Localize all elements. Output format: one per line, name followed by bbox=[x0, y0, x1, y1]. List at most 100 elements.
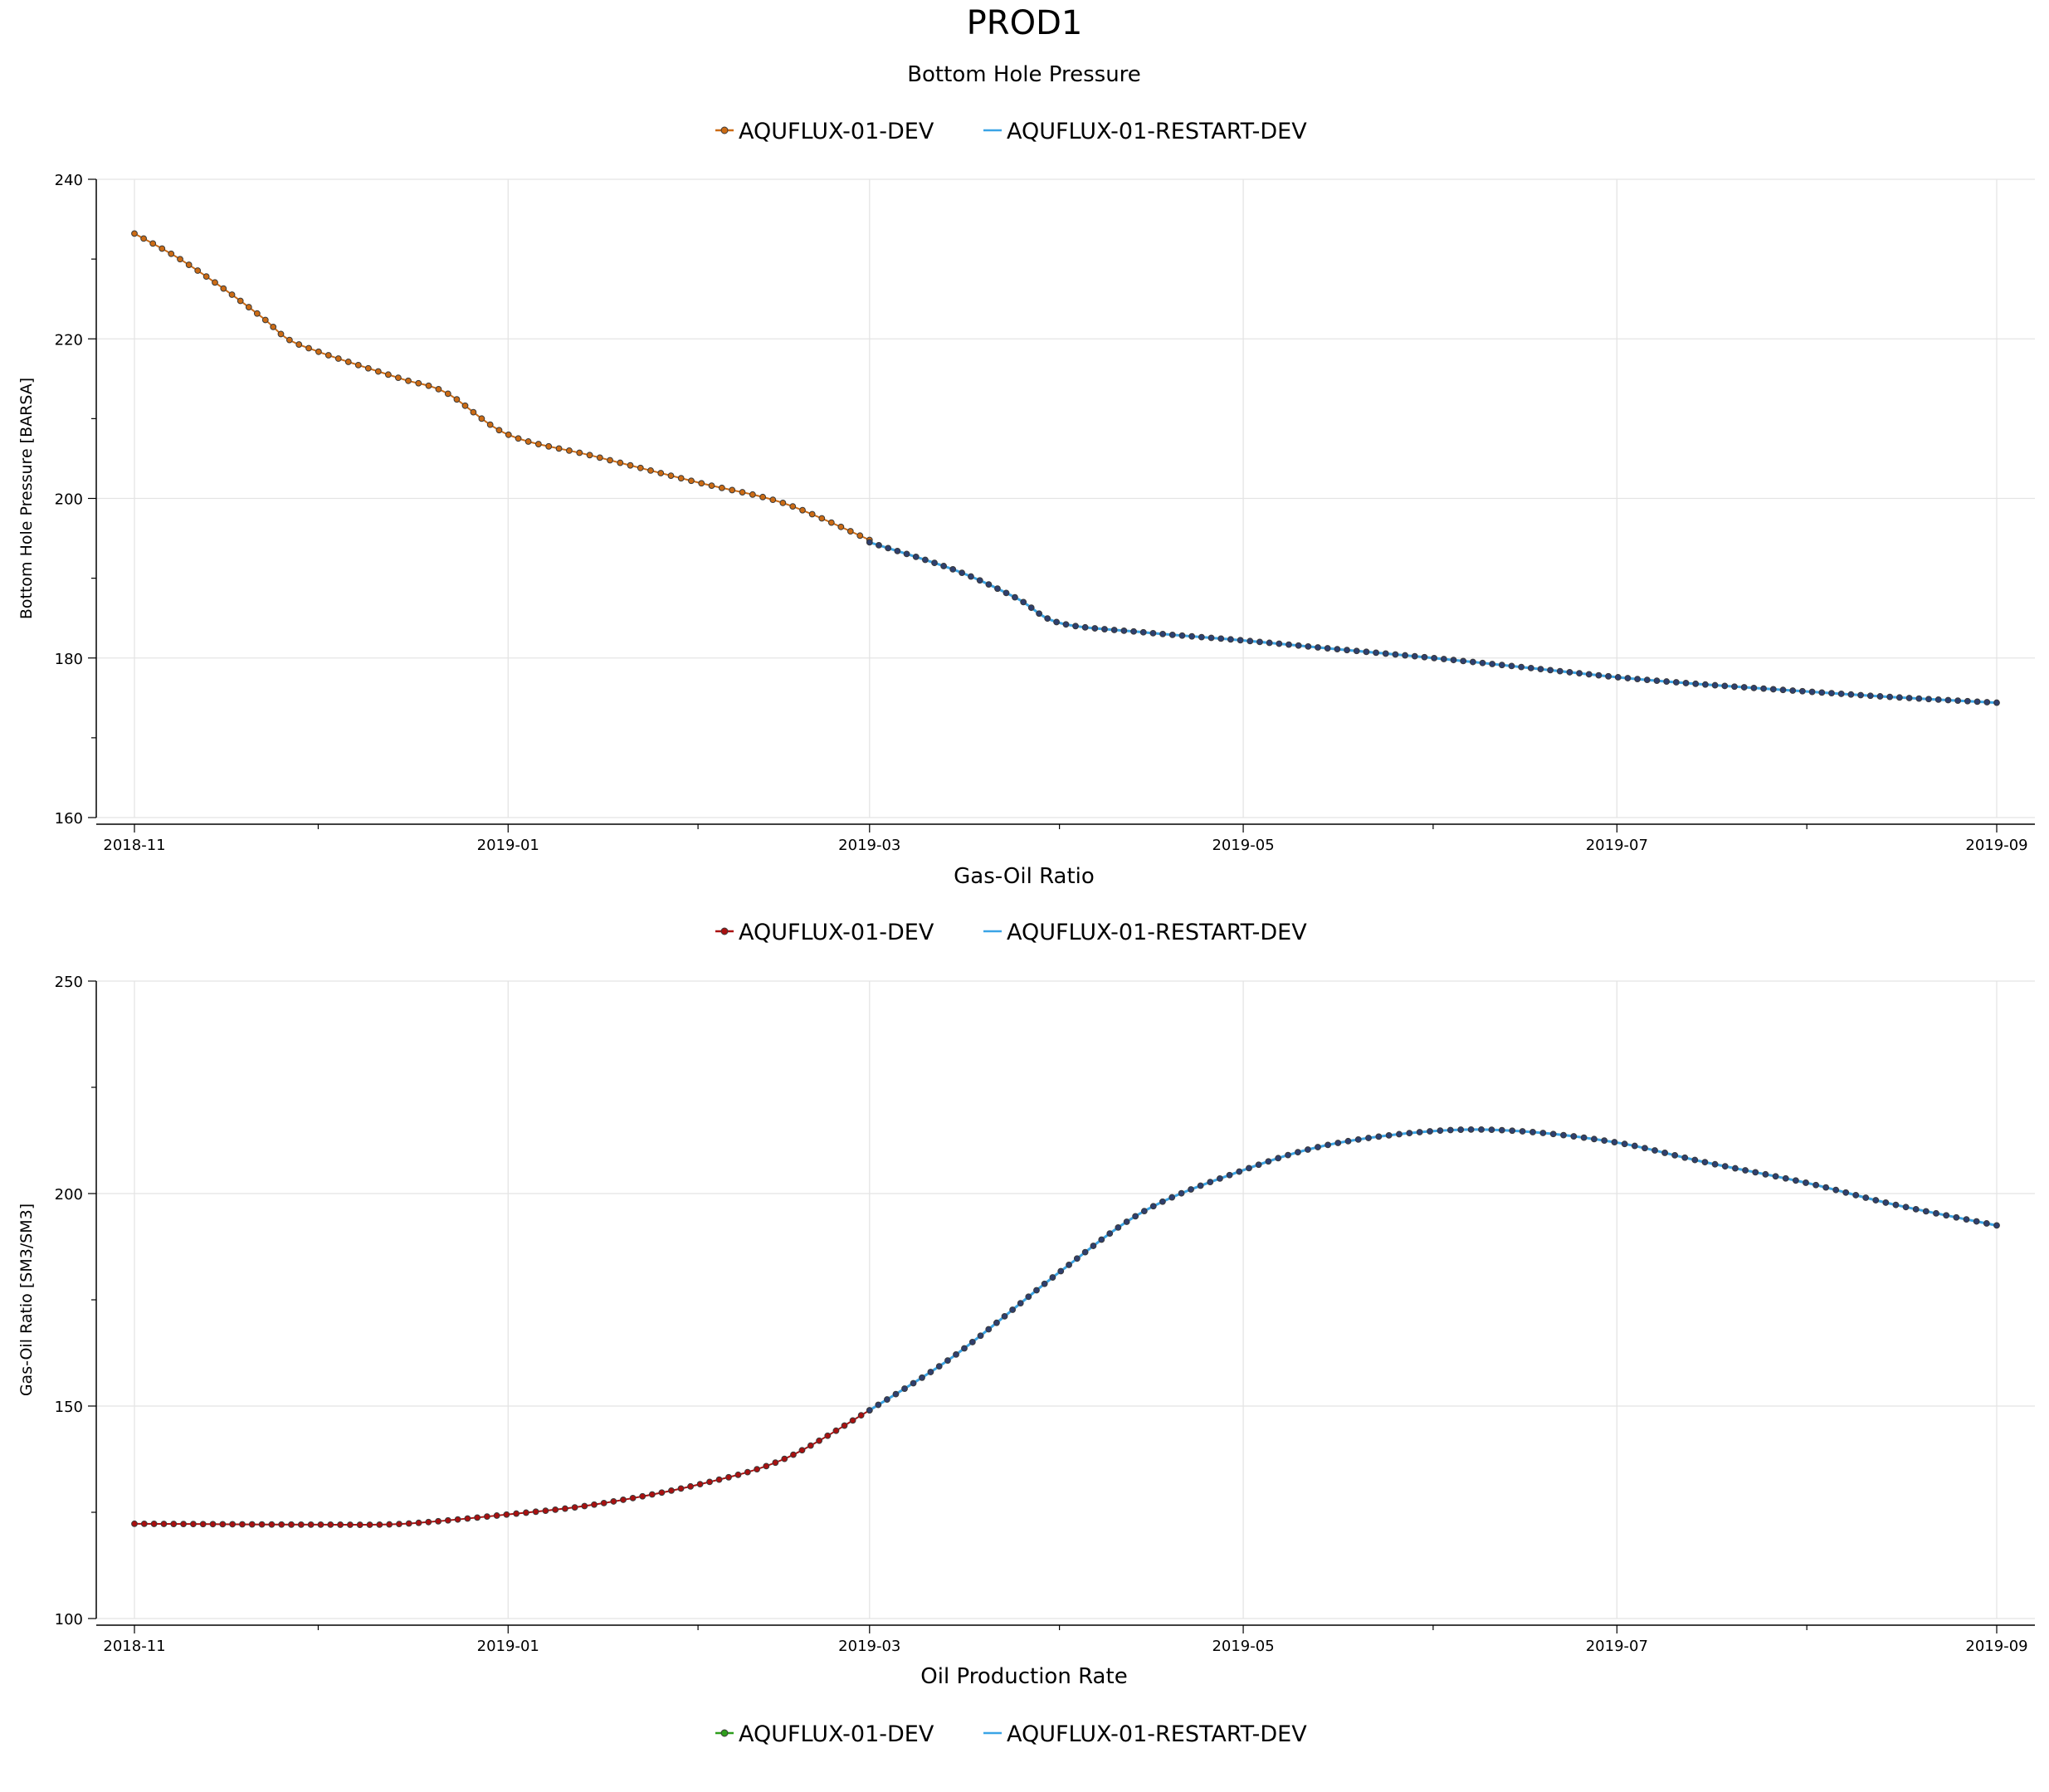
data-point bbox=[1139, 628, 1147, 636]
chart-panel-1: Bottom Hole Pressure 160 180 200 220 240 2018-… bbox=[17, 62, 2035, 854]
data-point bbox=[968, 1339, 976, 1345]
data-point bbox=[566, 447, 573, 454]
data-point bbox=[295, 341, 303, 348]
data-point bbox=[808, 510, 816, 518]
data-point bbox=[591, 1501, 598, 1508]
data-point bbox=[180, 1521, 187, 1528]
data-point bbox=[1886, 693, 1894, 701]
legend-label: AQUFLUX-01-DEV bbox=[739, 920, 934, 945]
data-point bbox=[1857, 691, 1864, 699]
legend-label: AQUFLUX-01-RESTART-DEV bbox=[1007, 119, 1307, 144]
data-point bbox=[288, 1521, 295, 1528]
data-point bbox=[1731, 683, 1738, 691]
data-point bbox=[435, 1517, 442, 1525]
legend-swatch-marker bbox=[720, 927, 729, 935]
data-point bbox=[857, 1412, 865, 1419]
data-point bbox=[1882, 1199, 1890, 1206]
data-point bbox=[1053, 618, 1060, 626]
data-point bbox=[935, 1363, 943, 1370]
data-point bbox=[894, 547, 901, 554]
data-point bbox=[555, 445, 563, 452]
legend-item-restart-dev[interactable]: AQUFLUX-01-RESTART-DEV bbox=[983, 1721, 1307, 1747]
data-point bbox=[1091, 625, 1099, 632]
data-point bbox=[856, 532, 864, 540]
data-point bbox=[892, 1390, 900, 1398]
data-point bbox=[366, 1521, 373, 1528]
data-point bbox=[1518, 663, 1525, 671]
legend-item-restart-dev[interactable]: AQUFLUX-01-RESTART-DEV bbox=[983, 920, 1307, 945]
data-point bbox=[1912, 1205, 1920, 1213]
legend-item-dev[interactable]: AQUFLUX-01-DEV bbox=[715, 920, 934, 945]
data-point bbox=[610, 1498, 617, 1505]
data-point bbox=[453, 396, 461, 403]
data-point bbox=[168, 250, 175, 257]
data-point bbox=[789, 503, 797, 510]
data-point bbox=[435, 385, 442, 393]
data-point bbox=[1721, 682, 1729, 690]
data-point bbox=[807, 1442, 814, 1449]
data-point bbox=[781, 1455, 788, 1462]
data-point bbox=[1325, 1141, 1332, 1149]
series-line bbox=[869, 540, 1998, 705]
legend-label: AQUFLUX-01-DEV bbox=[739, 1721, 934, 1747]
data-point bbox=[799, 506, 806, 514]
data-point bbox=[1344, 1137, 1352, 1145]
data-point bbox=[237, 297, 244, 305]
x-tick-label: 2019-05 bbox=[1212, 837, 1274, 854]
legend-swatch-marker bbox=[720, 1729, 729, 1737]
data-point bbox=[1353, 647, 1360, 655]
data-point bbox=[486, 421, 494, 428]
data-point bbox=[827, 519, 835, 526]
data-point bbox=[415, 1519, 422, 1526]
data-point bbox=[1954, 697, 1962, 705]
data-point bbox=[503, 1511, 510, 1518]
data-point bbox=[1672, 679, 1680, 686]
data-point bbox=[627, 461, 634, 469]
data-point bbox=[977, 1332, 984, 1340]
data-point bbox=[285, 336, 293, 344]
data-point bbox=[1852, 1192, 1860, 1199]
data-point bbox=[968, 573, 974, 580]
data-point bbox=[1818, 689, 1826, 696]
data-point bbox=[1621, 1140, 1628, 1148]
data-point bbox=[846, 528, 854, 535]
data-point bbox=[1003, 589, 1010, 597]
x-tick-label: 2019-01 bbox=[477, 837, 539, 854]
data-point bbox=[1217, 1174, 1223, 1182]
data-point bbox=[194, 267, 202, 274]
data-point bbox=[1742, 1167, 1749, 1174]
data-point bbox=[1334, 1140, 1342, 1146]
legend-item-dev[interactable]: AQUFLUX-01-DEV bbox=[715, 1721, 934, 1747]
legend-label: AQUFLUX-01-DEV bbox=[739, 119, 934, 144]
data-point bbox=[505, 431, 512, 438]
data-point bbox=[483, 1513, 490, 1521]
data-point bbox=[248, 1521, 256, 1528]
data-point bbox=[1892, 1201, 1900, 1209]
data-point bbox=[1611, 1139, 1618, 1145]
data-point bbox=[1334, 646, 1341, 653]
series-line bbox=[134, 232, 871, 541]
data-point bbox=[1922, 1208, 1929, 1215]
data-point bbox=[1682, 680, 1690, 686]
data-point bbox=[425, 1518, 432, 1526]
legend-item-restart-dev[interactable]: AQUFLUX-01-RESTART-DEV bbox=[983, 119, 1307, 144]
data-point bbox=[637, 464, 644, 471]
data-point bbox=[648, 1491, 656, 1498]
data-point bbox=[1036, 610, 1042, 618]
data-point bbox=[1072, 623, 1079, 630]
data-point bbox=[395, 374, 402, 382]
data-point bbox=[1953, 1213, 1960, 1221]
data-point bbox=[1286, 641, 1292, 648]
data-point bbox=[1120, 627, 1128, 634]
data-point bbox=[921, 556, 929, 564]
data-point bbox=[688, 477, 695, 485]
data-point bbox=[769, 496, 777, 504]
data-point bbox=[444, 390, 451, 398]
data-point bbox=[1479, 659, 1486, 667]
data-point bbox=[261, 316, 269, 324]
data-point bbox=[1762, 1170, 1769, 1178]
data-point bbox=[837, 523, 845, 530]
data-point bbox=[1427, 1128, 1433, 1135]
legend-item-dev[interactable]: AQUFLUX-01-DEV bbox=[715, 119, 934, 144]
data-point bbox=[1382, 650, 1389, 657]
